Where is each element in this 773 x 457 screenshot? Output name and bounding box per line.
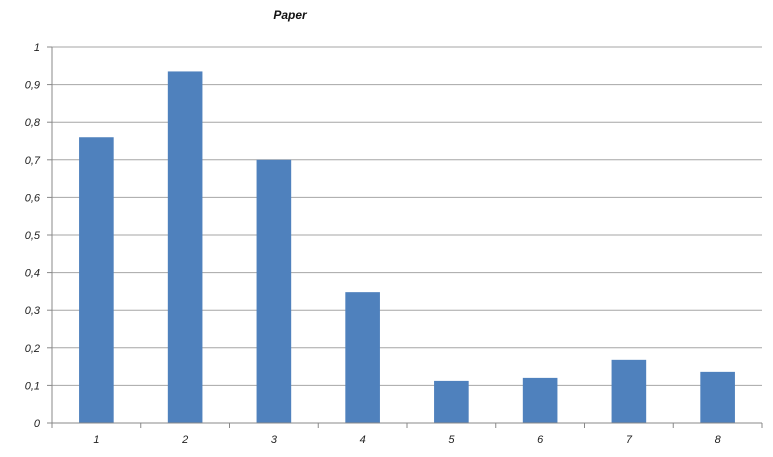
chart-title: Paper bbox=[273, 8, 307, 22]
y-tick-label: 0,6 bbox=[25, 192, 41, 204]
y-tick-label: 0,9 bbox=[25, 80, 40, 92]
y-tick-label: 0,3 bbox=[25, 305, 41, 317]
x-tick-label: 6 bbox=[537, 434, 544, 446]
y-tick-label: 0,2 bbox=[25, 343, 40, 355]
bar bbox=[700, 371, 735, 423]
y-axis: 0 0,1 0,2 0,3 0,4 0,5 0,6 0,7 0,8 0,9 1 bbox=[25, 42, 53, 430]
bar bbox=[167, 71, 203, 423]
x-tick-label: 1 bbox=[93, 434, 99, 446]
y-tick-label: 0,4 bbox=[25, 268, 40, 280]
bar bbox=[522, 377, 558, 423]
bar bbox=[434, 380, 469, 423]
x-tick-label: 8 bbox=[715, 434, 722, 446]
bars bbox=[79, 71, 735, 424]
y-tick-label: 0,1 bbox=[25, 380, 40, 392]
y-tick-label: 1 bbox=[34, 42, 40, 54]
x-tick-label: 2 bbox=[181, 434, 188, 446]
bar bbox=[345, 292, 380, 423]
x-tick-label: 4 bbox=[360, 434, 366, 446]
x-tick-label: 5 bbox=[448, 434, 455, 446]
x-tick-label: 3 bbox=[271, 434, 278, 446]
y-tick-label: 0,8 bbox=[25, 117, 41, 129]
gridlines bbox=[52, 46, 762, 424]
y-tick-label: 0,7 bbox=[25, 155, 41, 167]
x-axis: 1 2 3 4 5 6 7 8 bbox=[51, 422, 763, 446]
y-tick-label: 0 bbox=[34, 418, 41, 430]
bar bbox=[79, 137, 114, 424]
x-tick-label: 7 bbox=[626, 434, 633, 446]
bar bbox=[611, 359, 647, 423]
y-tick-label: 0,5 bbox=[25, 230, 41, 242]
bar bbox=[256, 159, 292, 424]
